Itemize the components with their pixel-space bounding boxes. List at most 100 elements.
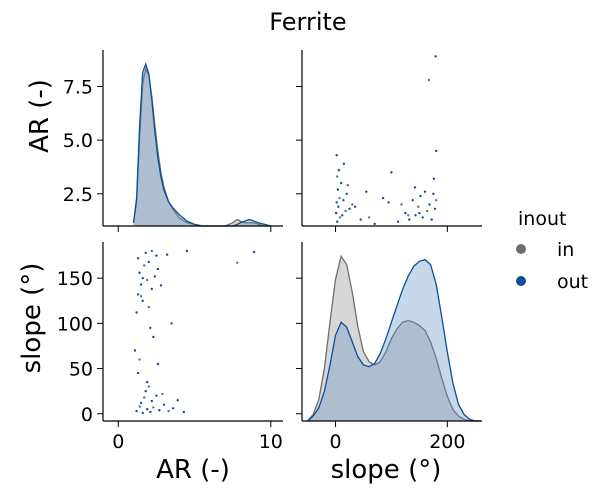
scatter-point-in	[167, 409, 170, 413]
scatter-point-out	[411, 199, 414, 202]
scatter-point-out	[432, 192, 435, 195]
x-tick-label: 0	[112, 431, 124, 453]
scatter-point-out	[182, 410, 185, 414]
panel-kde-slope: 0 200	[296, 242, 482, 453]
scatter-point-out	[155, 394, 158, 397]
scatter-point-out	[348, 207, 351, 210]
scatter-point-out	[365, 190, 368, 193]
scatter-point-out	[373, 222, 376, 226]
scatter-point-in	[426, 209, 429, 213]
scatter-point-in	[338, 196, 341, 200]
scatter-point-out	[342, 162, 346, 165]
x-tick-label: 200	[429, 431, 465, 453]
scatter-point-out	[153, 275, 157, 278]
scatter-point-in	[236, 261, 239, 264]
scatter-point-out	[165, 253, 169, 256]
scatter-point-out	[418, 211, 421, 215]
x-axis-label-ar: AR (-)	[156, 455, 230, 485]
scatter-point-out	[342, 199, 345, 202]
scatter-point-out	[387, 201, 390, 204]
y-tick-label: 150	[57, 268, 93, 290]
scatter-point-in	[407, 214, 410, 217]
scatter-point-out	[335, 154, 338, 157]
y-axis-label-ar: AR (-)	[25, 79, 55, 153]
legend-entry-out: out	[516, 271, 588, 293]
scatter-point-out	[335, 201, 338, 204]
x-axis-label-slope: slope (°)	[331, 455, 442, 485]
kde-area-in	[307, 256, 481, 421]
scatter-point-out	[336, 220, 339, 223]
scatter-point-out	[408, 218, 411, 221]
scatter-point-out	[434, 55, 437, 58]
kde-area-out	[133, 64, 271, 226]
scatter-point-out	[150, 399, 153, 403]
kde-area-in	[133, 68, 271, 227]
chart-title: Ferrite	[269, 8, 346, 36]
scatter-point-out	[339, 181, 343, 185]
scatter-point-in	[138, 358, 141, 361]
legend-marker-out	[516, 276, 526, 286]
scatter-point-out	[419, 194, 422, 198]
scatter-point-out	[133, 349, 137, 352]
scatter-point-in	[435, 199, 438, 202]
scatter-point-in	[138, 405, 141, 408]
x-tick-label: 10	[259, 431, 283, 453]
scatter-point-out	[162, 403, 166, 406]
scatter-point-out	[345, 192, 348, 195]
kde-line-out	[307, 258, 481, 422]
scatter-point-in	[417, 205, 420, 208]
scatter-point-out	[185, 249, 189, 253]
scatter-point-out	[136, 293, 140, 296]
scatter-point-out	[152, 335, 155, 339]
scatter-point-out	[337, 169, 341, 172]
kde-line-in	[307, 254, 481, 422]
scatter-point-out	[337, 205, 340, 208]
y-tick-label: 0	[81, 404, 93, 426]
scatter-point-out	[146, 380, 149, 384]
scatter-point-out	[156, 267, 160, 271]
scatter-point-out	[172, 407, 175, 410]
scatter-point-in	[161, 392, 164, 396]
legend-entry-in: in	[516, 239, 574, 261]
kde-line-in	[132, 66, 271, 227]
scatter-point-out	[141, 411, 144, 415]
scatter-point-in	[152, 406, 155, 409]
scatter-point-out	[421, 216, 424, 219]
scatter-point-in	[427, 78, 431, 82]
scatter-point-in	[351, 203, 354, 206]
scatter-point-out	[428, 203, 431, 206]
scatter-point-out	[159, 284, 163, 287]
legend: inout in out	[516, 208, 588, 293]
scatter-point-in	[146, 278, 149, 282]
scatter-point-in	[336, 175, 339, 178]
scatter-point-out	[141, 299, 144, 302]
scatter-point-out	[158, 409, 161, 412]
kde-area-out	[307, 259, 481, 421]
scatter-point-out	[359, 218, 362, 221]
scatter-point-out	[334, 211, 338, 215]
scatter-point-in	[338, 216, 342, 219]
scatter-point-out	[381, 196, 385, 200]
scatter-point-out	[423, 190, 427, 193]
scatter-point-out	[390, 171, 393, 174]
scatter-point-out	[252, 250, 256, 254]
scatter-point-out	[136, 371, 140, 375]
scatter-point-out	[135, 311, 138, 314]
y-tick-label: 5.0	[63, 130, 93, 152]
scatter-point-out	[146, 408, 149, 411]
scatter-point-out	[170, 322, 173, 325]
scatter-point-out	[144, 251, 147, 254]
scatter-point-out	[336, 188, 339, 191]
axis-labels: AR (-) slope (°) AR (-) slope (°)	[17, 79, 441, 485]
scatter-point-out	[144, 390, 147, 393]
scatter-point-in	[367, 216, 371, 219]
scatter-point-out	[150, 287, 153, 291]
scatter-point-in	[344, 209, 347, 213]
legend-label-in: in	[557, 239, 574, 261]
scatter-point-in	[143, 396, 146, 399]
scatter-point-in	[139, 295, 143, 298]
scatter-point-out	[136, 257, 140, 260]
scatter-point-out	[353, 205, 357, 208]
scatter-point-out	[135, 409, 138, 413]
